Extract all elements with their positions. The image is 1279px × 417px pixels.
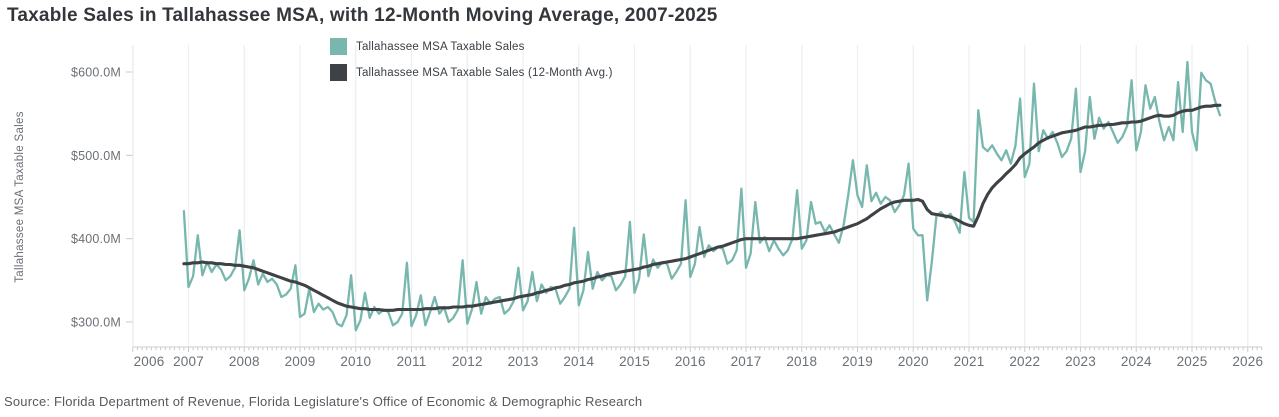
legend: Tallahassee MSA Taxable Sales Tallahasse… — [330, 38, 613, 90]
x-tick-label: 2025 — [1177, 354, 1208, 369]
y-axis-title: Tallahassee MSA Taxable Sales — [14, 111, 26, 283]
x-tick-label: 2019 — [842, 354, 873, 369]
x-tick-label: 2017 — [731, 354, 762, 369]
series-line-moving-avg[interactable] — [182, 103, 1222, 312]
x-tick-label: 2009 — [285, 354, 316, 369]
x-tick-label: 2014 — [563, 354, 594, 369]
x-tick-label: 2016 — [675, 354, 706, 369]
legend-label-moving-avg: Tallahassee MSA Taxable Sales (12-Month … — [356, 66, 613, 79]
source-note: Source: Florida Department of Revenue, F… — [4, 394, 643, 409]
x-tick-label: 2021 — [954, 354, 985, 369]
x-tick-label: 2007 — [173, 354, 204, 369]
x-tick-label: 2015 — [619, 354, 650, 369]
x-tick-label: 2020 — [898, 354, 929, 369]
x-tick-label: 2024 — [1121, 354, 1152, 369]
y-tick-label: $400.0M — [71, 232, 121, 246]
series-line-sales[interactable] — [182, 60, 1222, 332]
y-tick-label: $500.0M — [71, 149, 121, 163]
x-tick-label: 2008 — [229, 354, 260, 369]
x-tick-label: 2022 — [1009, 354, 1040, 369]
legend-swatch-moving-avg-icon — [330, 64, 347, 81]
legend-item-sales[interactable]: Tallahassee MSA Taxable Sales — [330, 38, 613, 55]
chart-title: Taxable Sales in Tallahassee MSA, with 1… — [7, 5, 718, 26]
legend-label-sales: Tallahassee MSA Taxable Sales — [356, 40, 525, 53]
x-tick-label: 2006 — [134, 354, 165, 369]
x-tick-label: 2023 — [1065, 354, 1096, 369]
legend-swatch-sales-icon — [330, 38, 347, 55]
legend-item-moving-avg[interactable]: Tallahassee MSA Taxable Sales (12-Month … — [330, 64, 613, 81]
x-tick-label: 2010 — [340, 354, 371, 369]
x-tick-label: 2026 — [1232, 354, 1263, 369]
x-tick-label: 2013 — [508, 354, 539, 369]
x-tick-label: 2012 — [452, 354, 483, 369]
y-tick-label: $300.0M — [71, 316, 121, 330]
x-tick-label: 2018 — [786, 354, 817, 369]
y-tick-label: $600.0M — [71, 66, 121, 80]
x-tick-label: 2011 — [397, 354, 427, 369]
